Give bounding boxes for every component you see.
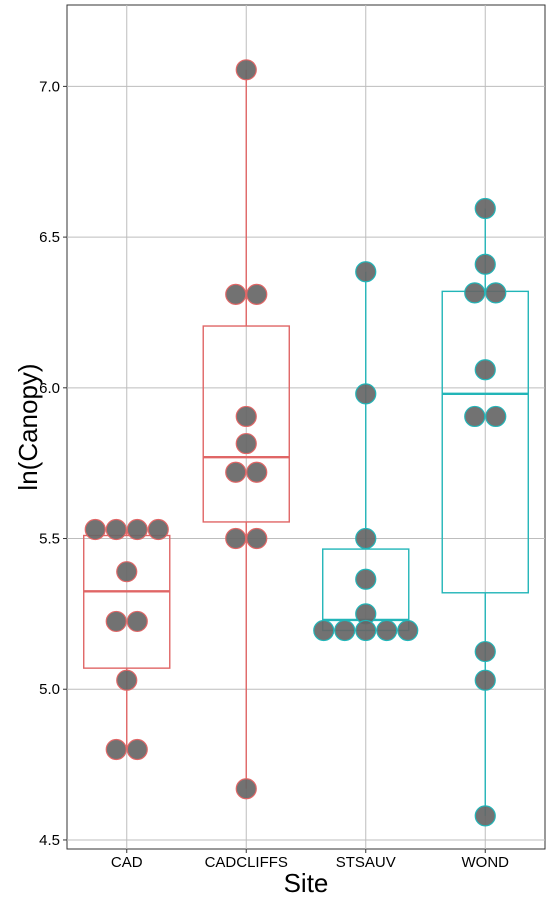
box-wond: [441, 208, 529, 816]
data-point: [334, 619, 356, 642]
data-point: [235, 778, 257, 800]
box-iqr: [202, 325, 290, 523]
data-point: [246, 283, 268, 305]
data-point: [474, 197, 496, 220]
data-point: [464, 282, 486, 304]
y-tick-label: 6.0: [39, 380, 60, 397]
x-tick-label: CADCLIFFS: [205, 854, 288, 871]
x-tick-label: WOND: [462, 854, 510, 871]
data-point: [225, 527, 247, 550]
data-point: [355, 527, 377, 550]
data-point: [474, 253, 496, 275]
data-point: [105, 610, 127, 633]
plot-panel: [66, 4, 546, 850]
data-point: [246, 527, 268, 550]
data-point: [116, 561, 138, 583]
data-point: [474, 640, 496, 663]
data-point: [235, 59, 257, 81]
data-point: [313, 619, 335, 642]
y-tick-label: 6.5: [39, 229, 60, 246]
data-point: [84, 518, 106, 541]
data-point: [355, 619, 377, 642]
data-point: [126, 738, 148, 761]
data-point: [235, 405, 257, 428]
data-point: [105, 518, 127, 541]
y-tick-label: 5.5: [39, 531, 60, 548]
data-point: [474, 359, 496, 381]
data-point: [397, 619, 419, 642]
y-tick-label: 5.0: [39, 681, 60, 698]
y-tick-label: 4.5: [39, 832, 60, 849]
y-axis-ticks: 4.5 5.0 5.5 6.0 6.5 7.0: [39, 78, 67, 849]
data-point: [485, 405, 507, 428]
data-point: [355, 261, 377, 283]
data-point: [225, 283, 247, 305]
data-point: [126, 518, 148, 541]
box-cadcliffs: [202, 69, 290, 789]
box-iqr: [441, 290, 529, 594]
data-point: [126, 610, 148, 633]
x-axis-ticks: CAD CADCLIFFS STSAUV WOND: [111, 849, 509, 871]
data-point: [474, 805, 496, 827]
data-point: [464, 405, 486, 428]
data-point: [235, 432, 257, 455]
x-axis-title: Site: [284, 868, 329, 898]
data-point: [225, 461, 247, 483]
data-point: [246, 461, 268, 483]
data-point: [355, 383, 377, 405]
data-point: [116, 669, 138, 691]
data-point: [355, 568, 377, 590]
data-point: [474, 669, 496, 691]
data-point: [105, 738, 127, 761]
data-points: [84, 59, 507, 827]
y-axis-title: ln(Canopy): [13, 363, 43, 490]
y-tick-label: 7.0: [39, 78, 60, 95]
data-point: [485, 282, 507, 304]
x-tick-label: CAD: [111, 854, 143, 871]
box-iqr: [83, 534, 171, 669]
x-tick-label: STSAUV: [336, 854, 396, 871]
data-point: [147, 518, 169, 541]
data-point: [376, 619, 398, 642]
